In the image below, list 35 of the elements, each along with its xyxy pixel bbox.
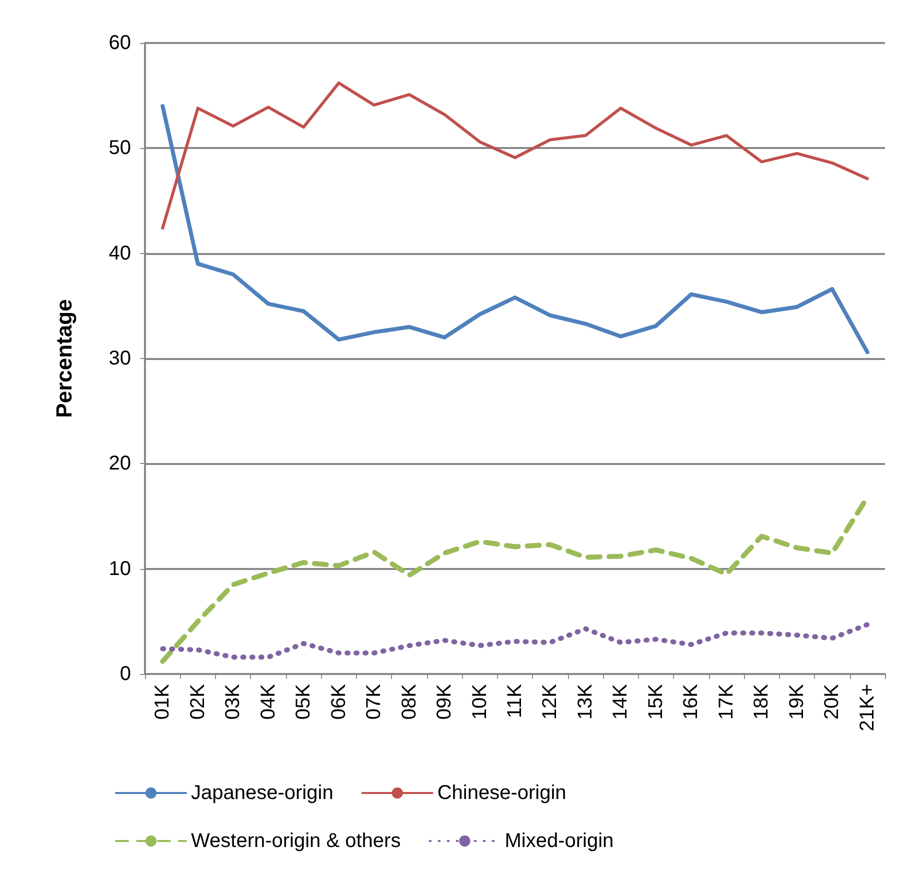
x-tick-label: 04K <box>257 683 280 720</box>
x-tick-label: 15K <box>644 683 667 720</box>
y-tick-label: 20 <box>108 452 131 475</box>
y-tick-label: 50 <box>108 137 131 160</box>
x-tick-label: 10K <box>468 683 491 720</box>
y-axis-title: Percentage <box>52 299 76 418</box>
legend-label: Chinese-origin <box>437 782 566 804</box>
x-tick-label: 05K <box>292 683 315 720</box>
x-tick-label: 07K <box>363 683 386 720</box>
y-tick-label: 10 <box>108 558 131 580</box>
x-tick-label: 09K <box>434 683 456 720</box>
line-series <box>161 81 869 230</box>
line-series <box>160 104 870 354</box>
x-tick-label: 06K <box>328 683 350 720</box>
x-tick-label: 12K <box>539 683 562 720</box>
x-tick-label: 11K <box>504 683 526 718</box>
y-tick-label: 60 <box>108 32 131 54</box>
x-tick-label: 14K <box>610 683 632 720</box>
x-tick-label: 19K <box>786 683 808 720</box>
x-tick-label: 18K <box>750 683 773 720</box>
x-tick-label: 17K <box>715 683 738 720</box>
x-tick-label: 01K <box>152 683 174 720</box>
x-tick-label: 08K <box>398 683 420 720</box>
x-tick-label: 03K <box>222 683 244 720</box>
y-tick-label: 0 <box>120 663 131 685</box>
x-tick-label: 20K <box>821 683 844 720</box>
legend-label: Japanese-origin <box>191 782 334 804</box>
y-tick-label: 40 <box>108 242 131 264</box>
x-tick-label: 13K <box>574 683 596 720</box>
x-tick-label: 02K <box>186 683 209 720</box>
legend-label: Mixed-origin <box>504 830 614 852</box>
x-tick-label: 21K+ <box>856 684 878 732</box>
x-tick-label: 16K <box>680 683 702 720</box>
y-tick-label: 30 <box>108 348 131 370</box>
legend-label: Western-origin & others <box>191 830 401 852</box>
